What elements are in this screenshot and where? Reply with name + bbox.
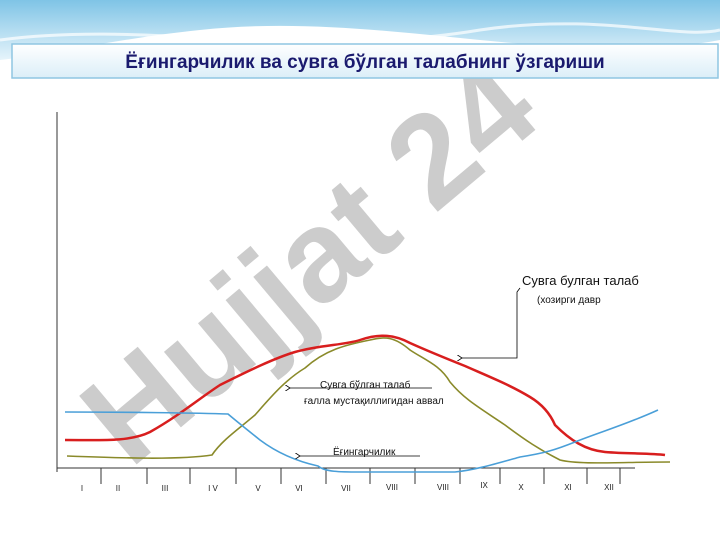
month-label: X — [518, 483, 524, 492]
label: Ёғингарчилик — [333, 446, 396, 458]
past-demand-curve — [66, 337, 671, 464]
month-label: VII — [341, 484, 351, 493]
month-label: VI — [295, 484, 303, 493]
precipitation-curve — [64, 409, 659, 473]
month-label: IX — [480, 481, 488, 490]
month-label: VIII — [386, 483, 398, 492]
wave-line — [0, 22, 720, 44]
month-label: II — [116, 484, 120, 493]
month-label: VIII — [437, 483, 449, 492]
month-label: I V — [208, 484, 218, 493]
pointer — [462, 287, 521, 358]
month-label: I — [81, 484, 83, 493]
month-label: XII — [604, 483, 614, 492]
title: Ёғингарчилик ва сувга бўлган талабнинг ў… — [125, 52, 604, 73]
month-label: III — [162, 484, 169, 493]
label: Сувга бўлган талаб — [320, 379, 411, 391]
month-labels: I II III I V V VI VII VIII VIII IX X XI XII — [81, 481, 614, 493]
label: Сувга булган талаб — [522, 273, 639, 288]
month-label: XI — [564, 483, 572, 492]
ticks — [100, 468, 621, 484]
current-demand-curve — [64, 334, 666, 457]
title-bar — [11, 43, 719, 79]
label: (хозирги давр — [537, 295, 601, 306]
label: ғалла мустақиллигидан аввал — [304, 396, 444, 407]
month-label: V — [255, 484, 261, 493]
